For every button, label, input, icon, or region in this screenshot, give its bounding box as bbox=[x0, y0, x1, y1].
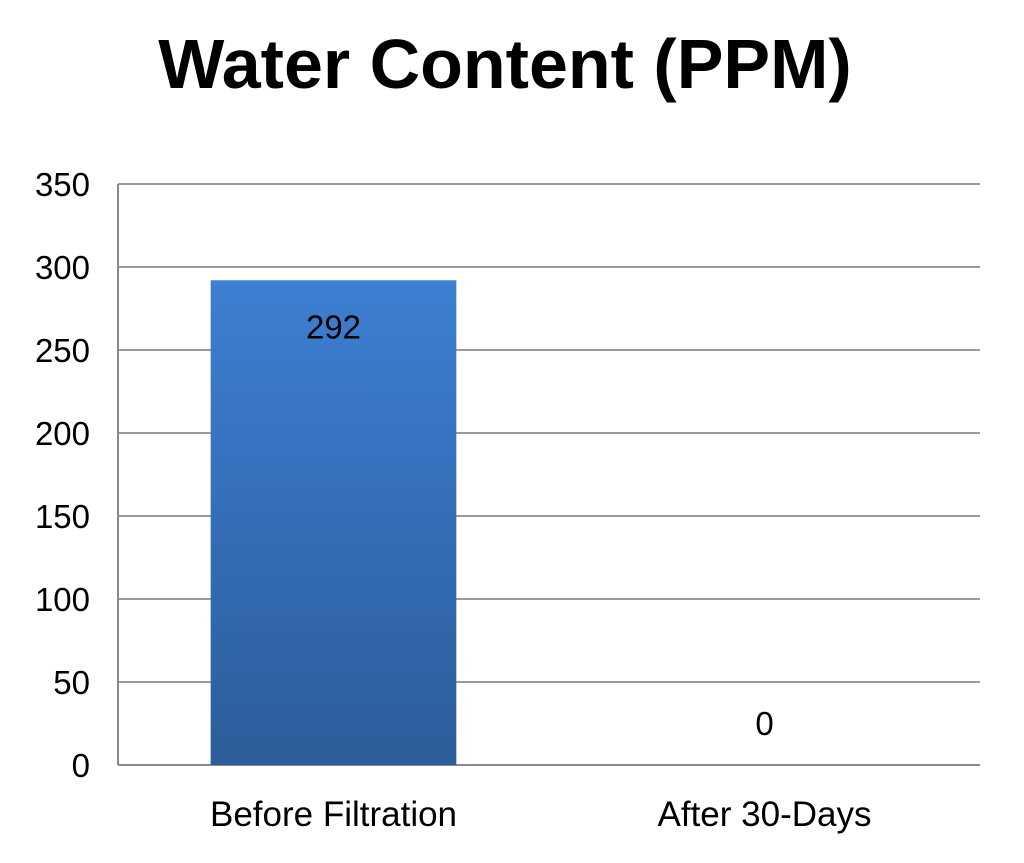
chart-title: Water Content (PPM) bbox=[158, 25, 851, 103]
data-label: 292 bbox=[306, 308, 361, 345]
y-tick-label: 50 bbox=[53, 664, 90, 701]
bars bbox=[210, 280, 457, 765]
data-label: 0 bbox=[755, 705, 773, 742]
y-tick-label: 350 bbox=[35, 166, 90, 203]
y-tick-label: 200 bbox=[35, 415, 90, 452]
bar-before-filtration bbox=[210, 280, 457, 765]
x-category-label: Before Filtration bbox=[210, 795, 457, 834]
x-category-label: After 30-Days bbox=[658, 795, 872, 834]
y-tick-label: 100 bbox=[35, 581, 90, 618]
labels: 0 50 100 150 200 250 300 350 292 Before Filtratio… bbox=[35, 166, 872, 834]
y-tick-label: 250 bbox=[35, 332, 90, 369]
y-tick-label: 300 bbox=[35, 249, 90, 286]
y-tick-label: 0 bbox=[72, 747, 90, 784]
y-tick-label: 150 bbox=[35, 498, 90, 535]
